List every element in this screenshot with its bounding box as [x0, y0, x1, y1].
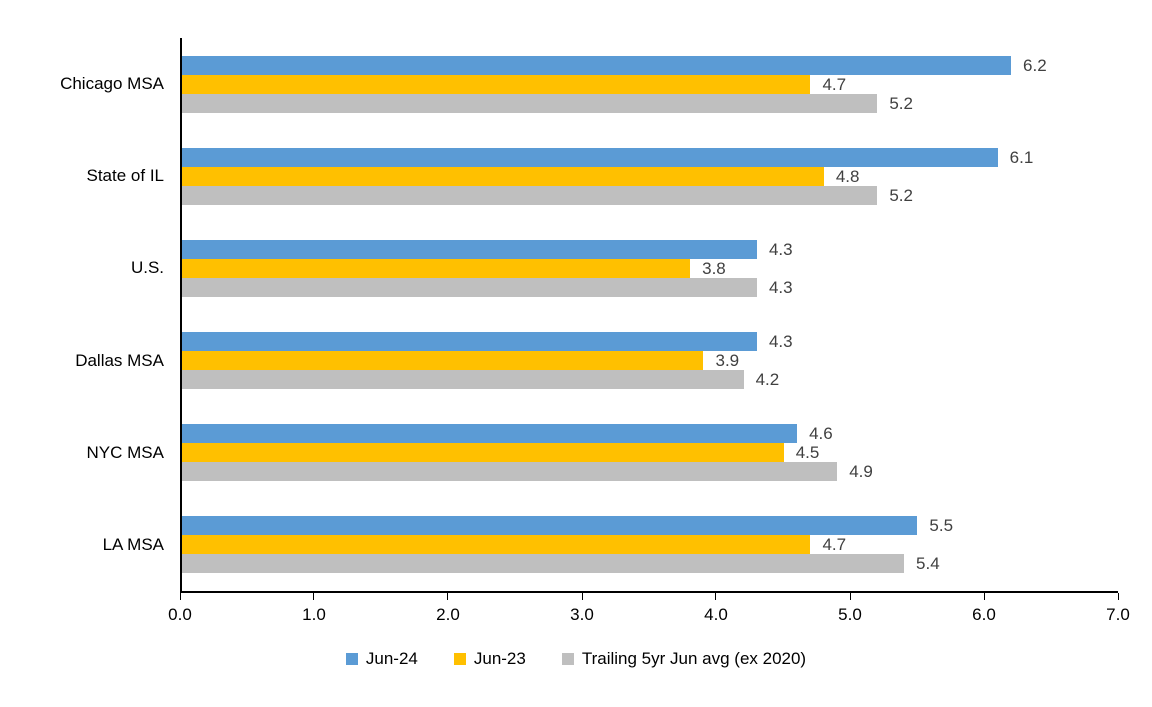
bar [182, 277, 757, 297]
x-tick-mark [983, 593, 985, 600]
bar-value-label: 3.8 [702, 258, 726, 278]
legend-label: Jun-24 [365, 649, 418, 668]
x-tick-label: 2.0 [436, 605, 460, 624]
x-tick-label: 5.0 [838, 605, 862, 624]
x-tick-label: 6.0 [972, 605, 996, 624]
bar-value-label: 4.9 [849, 462, 873, 482]
bar-line: 4.6 [182, 424, 1118, 444]
bar-line: 4.8 [182, 166, 1118, 186]
legend-item: Jun-24 [345, 649, 418, 669]
category-label: Chicago MSA [60, 74, 164, 94]
bar [182, 535, 811, 555]
bar-line: 5.2 [182, 185, 1118, 205]
bar [182, 74, 811, 94]
bar-line: 4.5 [182, 443, 1118, 463]
bar [182, 166, 824, 186]
x-tick-mark [849, 593, 851, 600]
bar-group: 6.1 4.8 5.2 [182, 130, 1118, 222]
bar [182, 258, 691, 278]
bar-value-label: 4.7 [822, 74, 847, 94]
x-tick-mark [715, 593, 717, 600]
bar-group: 4.3 3.8 4.3 [182, 222, 1118, 314]
bar-value-label: 4.2 [755, 370, 780, 390]
x-tick-mark [179, 593, 181, 600]
x-tick-mark [313, 593, 315, 600]
bar [182, 462, 838, 482]
bar [182, 147, 998, 167]
bar-group: 4.3 3.9 4.2 [182, 314, 1118, 406]
bar-value-label: 5.2 [889, 185, 913, 205]
x-axis: 0.0 1.0 2.0 3.0 4.0 5.0 6.0 7.0 [168, 593, 1130, 633]
x-tick-mark [447, 593, 449, 600]
bar [182, 239, 757, 259]
bar-line: 5.4 [182, 554, 1118, 574]
bar [182, 351, 704, 371]
bar [182, 370, 744, 390]
x-tick-label: 1.0 [302, 605, 326, 624]
bar [182, 554, 905, 574]
bar [182, 516, 918, 536]
bar-value-label: 4.3 [768, 332, 793, 352]
bar-value-label: 4.7 [822, 535, 847, 555]
bar-value-label: 5.4 [916, 554, 940, 574]
category-label: NYC MSA [86, 442, 164, 462]
x-tick-label: 3.0 [570, 605, 594, 624]
legend-item: Trailing 5yr Jun avg (ex 2020) [561, 649, 807, 669]
bar [182, 332, 757, 352]
bar-line: 4.3 [182, 239, 1118, 259]
bar-value-label: 6.1 [1009, 147, 1034, 167]
bar [182, 55, 1012, 75]
bar-value-label: 3.9 [715, 351, 740, 371]
legend-swatch-icon [561, 653, 574, 665]
category-label: Dallas MSA [75, 350, 164, 370]
bar-value-label: 4.6 [809, 424, 833, 444]
bar-line: 4.7 [182, 74, 1118, 94]
bar-value-label: 4.5 [795, 443, 820, 463]
bar-value-label: 6.2 [1023, 55, 1047, 75]
bar-group: 5.5 4.7 5.4 [182, 499, 1118, 591]
x-tick-mark [1117, 593, 1119, 600]
bar-line: 5.2 [182, 93, 1118, 113]
legend-swatch-icon [453, 653, 466, 665]
legend-label: Trailing 5yr Jun avg (ex 2020) [581, 649, 807, 668]
bar-value-label: 4.8 [835, 166, 860, 186]
bar-value-label: 4.3 [768, 277, 793, 297]
bar [182, 93, 878, 113]
bar-line: 4.3 [182, 277, 1118, 297]
category-label: State of IL [86, 166, 165, 186]
bar-line: 3.8 [182, 258, 1118, 278]
bar-line: 4.2 [182, 370, 1118, 390]
bar-line: 3.9 [182, 351, 1118, 371]
x-tick-mark [581, 593, 583, 600]
legend: Jun-24 Jun-23 Trailing 5yr Jun avg (ex 202… [0, 649, 1152, 669]
bar-group: 4.6 4.5 4.9 [182, 407, 1118, 499]
bar-line: 4.3 [182, 332, 1118, 352]
bar-group: 6.2 4.7 5.2 [182, 38, 1118, 130]
bar [182, 424, 798, 444]
x-tick-label: 4.0 [704, 605, 728, 624]
category-label: LA MSA [102, 534, 164, 554]
category-label: U.S. [130, 258, 164, 278]
plot-area: 6.2 4.7 5.2 6.1 4.8 5.2 4.3 3.8 4.3 4.3 3.9 4.2 4.6 4… [180, 38, 1118, 593]
bar [182, 443, 784, 463]
bar-line: 6.2 [182, 55, 1118, 75]
bar-line: 6.1 [182, 147, 1118, 167]
legend-swatch-icon [345, 653, 358, 665]
bar-line: 4.9 [182, 462, 1118, 482]
bar-value-label: 5.5 [929, 516, 954, 536]
bar-line: 5.5 [182, 516, 1118, 536]
legend-label: Jun-23 [473, 649, 526, 668]
x-tick-label: 0.0 [168, 605, 192, 624]
bar-line: 4.7 [182, 535, 1118, 555]
y-axis-category-labels: Chicago MSA State of IL U.S. Dallas MSA NYC … [0, 38, 164, 593]
bar [182, 185, 878, 205]
bar-value-label: 5.2 [889, 93, 913, 113]
x-tick-label: 7.0 [1106, 605, 1130, 624]
bar-value-label: 4.3 [768, 239, 793, 259]
legend-item: Jun-23 [453, 649, 526, 669]
